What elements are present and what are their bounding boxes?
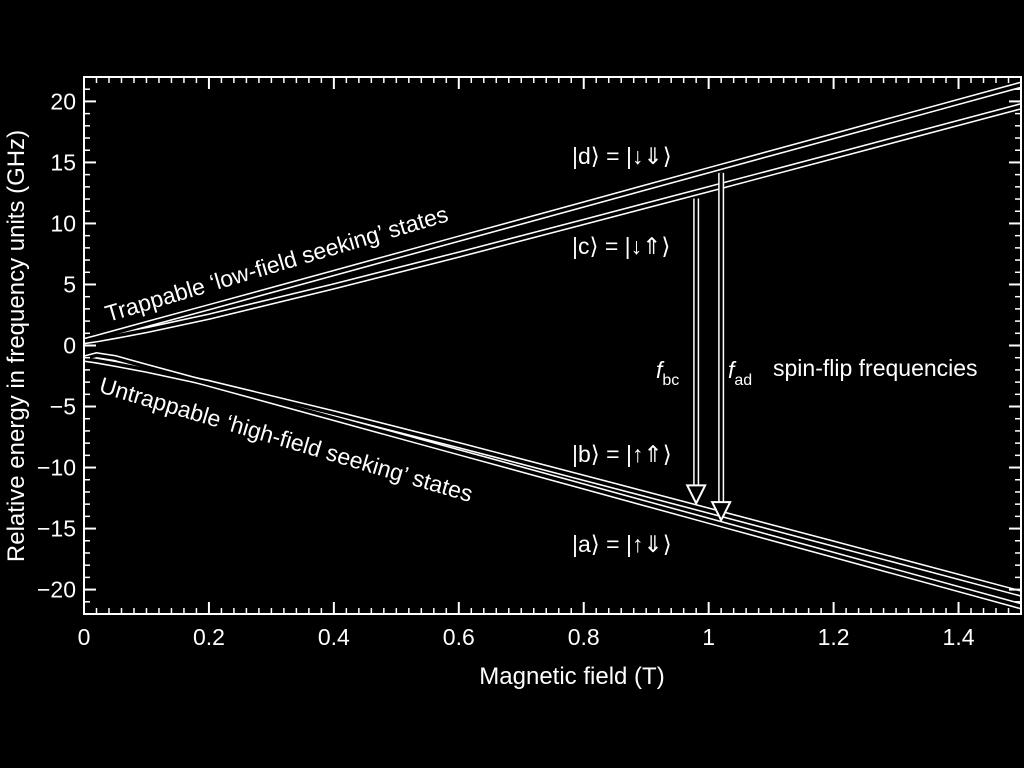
y-tick-label-5: −5 (50, 394, 76, 420)
tick-layer: 0 0.2 0.4 0.6 0.8 1 1.2 1.4 20 15 10 5 0 −5 −10 −15 −20 (37, 77, 1022, 650)
f-ad-label: fad (728, 357, 752, 389)
f-bc-label: fbc (656, 357, 679, 389)
x-tick-label-5: 1 (702, 624, 715, 650)
f-bc-arrow-head (685, 484, 707, 506)
y-axis-label: Relative energy in frequency units (GHz) (3, 130, 30, 562)
series-0-line-core (83, 83, 1022, 343)
x-tick-label-1: 0.2 (193, 624, 225, 650)
arrow-layer (685, 172, 732, 523)
x-tick-label-4: 0.8 (568, 624, 600, 650)
y-tick-label-0: 20 (50, 88, 76, 114)
series-3-line-core (83, 357, 1022, 596)
y-tick-label-7: −15 (37, 516, 76, 542)
y-tick-label-6: −10 (37, 455, 76, 481)
x-tick-label-7: 1.4 (943, 624, 975, 650)
state-a-label: |a⟩ = |↑⇓⟩ (572, 531, 672, 557)
low-field-states-label: Trappable ‘low-field seeking’ states (102, 201, 451, 327)
f-ad-arrow-head (710, 501, 732, 523)
plot-frame (83, 76, 1022, 615)
y-tick-label-3: 5 (63, 271, 76, 297)
series-layer (83, 81, 1022, 610)
x-axis-label: Magnetic field (T) (479, 663, 664, 690)
x-tick-label-6: 1.2 (818, 624, 850, 650)
x-tick-label-3: 0.6 (443, 624, 475, 650)
y-tick-label-1: 15 (50, 149, 76, 175)
y-tick-label-2: 10 (50, 210, 76, 236)
state-b-label: |b⟩ = |↑⇑⟩ (572, 441, 672, 467)
x-tick-label-0: 0 (78, 624, 91, 650)
x-tick-label-2: 0.4 (318, 624, 350, 650)
state-c-label: |c⟩ = |↓⇑⟩ (572, 233, 670, 259)
series-2-line-core (83, 353, 1022, 608)
spin-flip-label: spin-flip frequencies (773, 355, 978, 381)
state-d-label: |d⟩ = |↓⇓⟩ (572, 143, 672, 169)
y-tick-label-8: −20 (37, 577, 76, 603)
y-tick-label-4: 0 (63, 333, 76, 359)
series-1-line-core (83, 104, 1022, 343)
